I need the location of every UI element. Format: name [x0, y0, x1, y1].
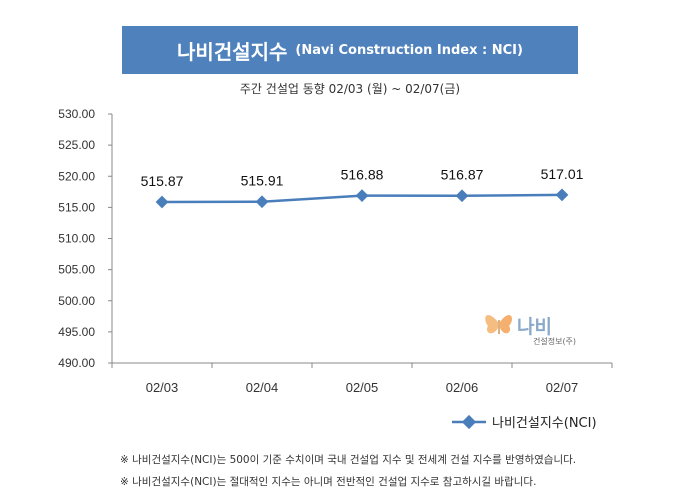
butterfly-icon — [485, 314, 513, 334]
y-tick-label: 530.00 — [58, 107, 95, 121]
data-point-marker — [155, 195, 169, 209]
x-tick-label: 02/06 — [446, 380, 479, 395]
data-label: 515.91 — [241, 173, 284, 189]
x-tick-label: 02/03 — [146, 380, 179, 395]
x-tick-label: 02/05 — [346, 380, 379, 395]
data-point-marker — [355, 189, 369, 203]
watermark-logo: 나비 건설정보(주) — [485, 314, 576, 346]
y-tick-label: 510.00 — [58, 232, 95, 246]
footnotes: ※ 나비건설지수(NCI)는 500이 기준 수치이며 국내 건설업 지수 및 … — [120, 449, 576, 493]
chart-title-bar: 나비건설지수 (Navi Construction Index : NCI) — [122, 26, 578, 74]
legend-marker — [461, 414, 477, 430]
data-point-marker — [255, 195, 269, 209]
footnote-2: ※ 나비건설지수(NCI)는 절대적인 지수는 아니며 전반적인 건설업 지수로… — [120, 476, 537, 488]
data-point-marker — [555, 188, 569, 202]
y-tick-label: 500.00 — [58, 294, 95, 308]
logo-name: 나비 — [517, 316, 552, 338]
data-label: 516.87 — [441, 167, 484, 183]
y-tick-label: 520.00 — [58, 169, 95, 183]
data-label: 515.87 — [141, 173, 184, 189]
chart-subtitle: 주간 건설업 동향 02/03 (월) ~ 02/07(금) — [239, 82, 461, 96]
data-point-marker — [455, 189, 469, 203]
footnote-1: ※ 나비건설지수(NCI)는 500이 기준 수치이며 국내 건설업 지수 및 … — [120, 454, 577, 466]
legend: 나비건설지수(NCI) — [452, 414, 597, 431]
y-tick-label: 525.00 — [58, 138, 95, 152]
data-label: 517.01 — [541, 166, 584, 182]
logo-sub: 건설정보(주) — [533, 336, 576, 346]
data-label: 516.88 — [341, 167, 384, 183]
y-tick-label: 505.00 — [58, 263, 95, 277]
y-tick-label: 495.00 — [58, 325, 95, 339]
x-tick-label: 02/07 — [546, 380, 579, 395]
y-tick-label: 515.00 — [58, 200, 95, 214]
x-tick-label: 02/04 — [246, 380, 279, 395]
chart-title-english: (Navi Construction Index : NCI) — [295, 42, 523, 58]
chart-title: 나비건설지수 — [177, 39, 288, 64]
y-tick-label: 490.00 — [58, 356, 95, 370]
legend-label: 나비건설지수(NCI) — [492, 416, 597, 431]
